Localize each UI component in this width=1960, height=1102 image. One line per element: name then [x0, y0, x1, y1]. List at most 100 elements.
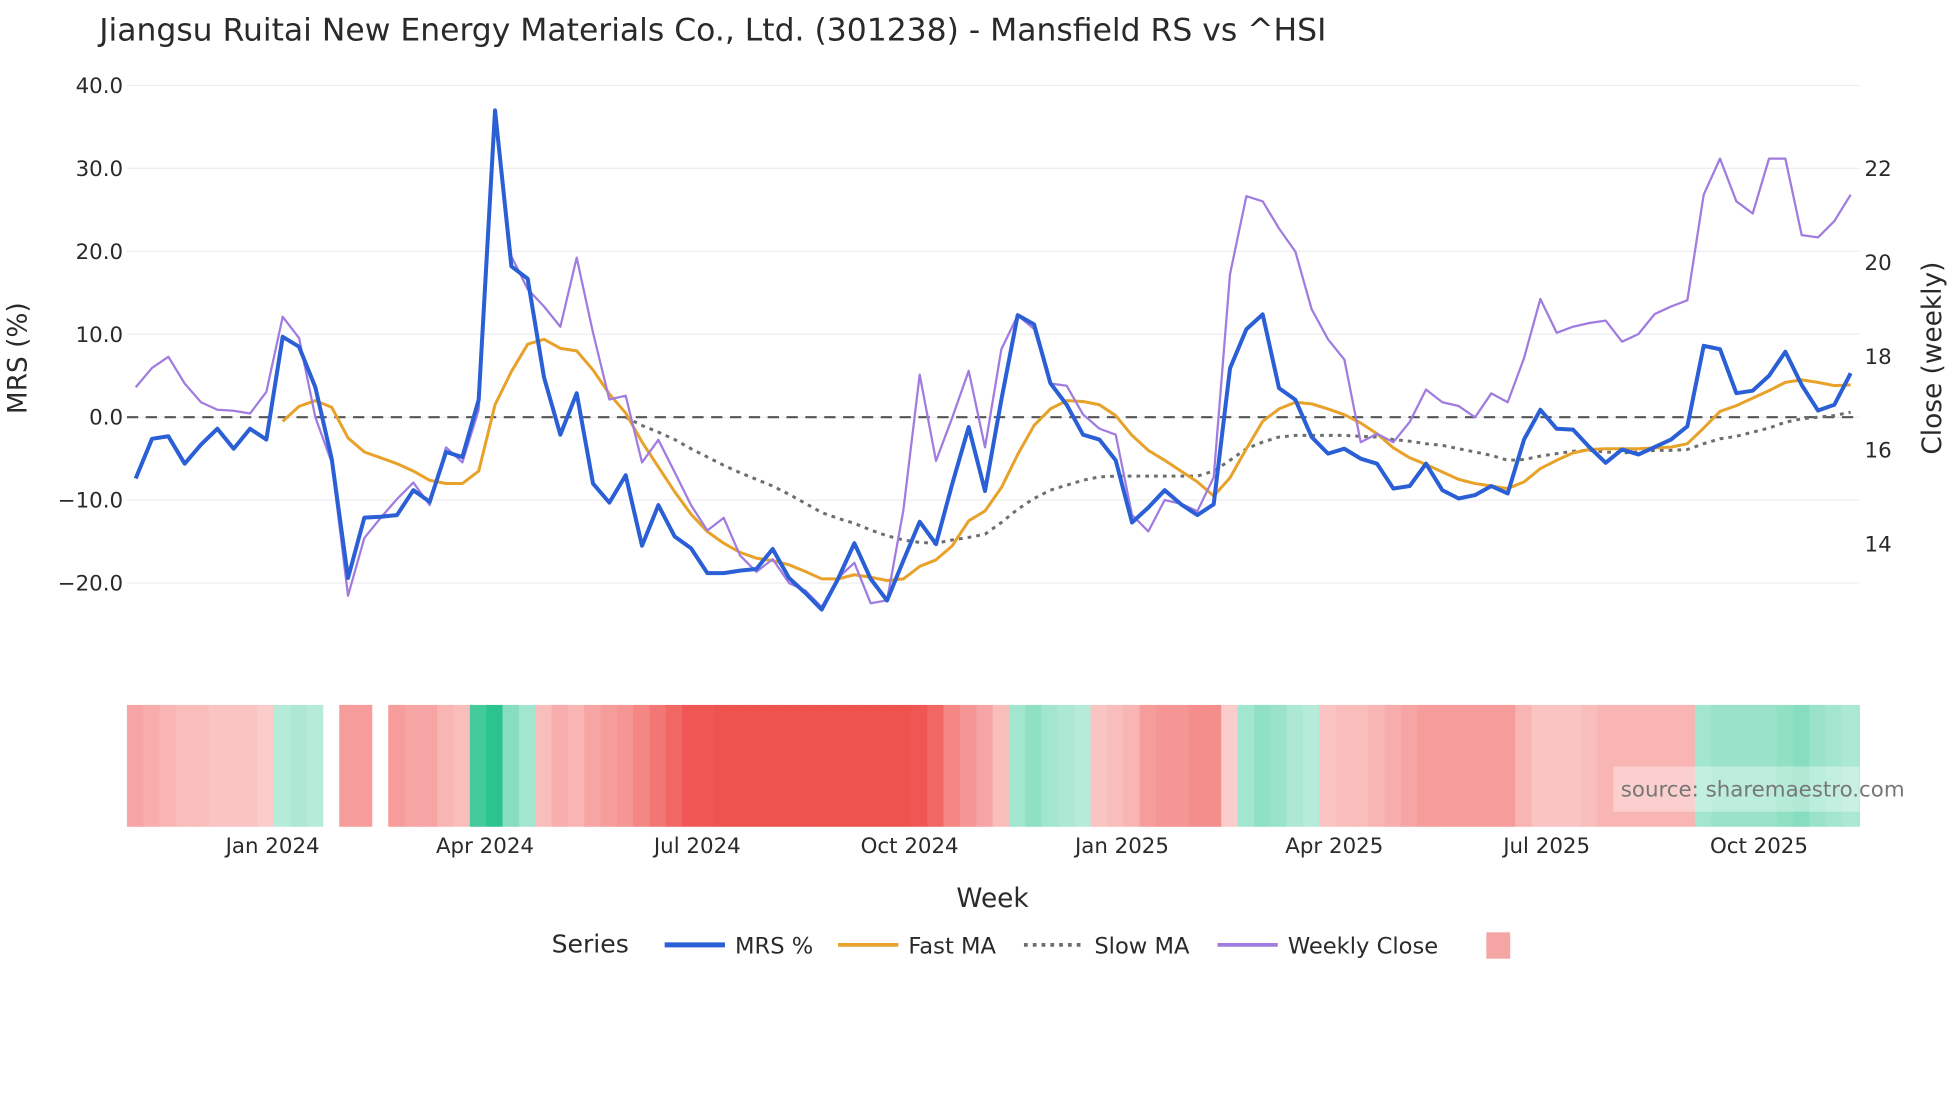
heatmap-cell: [829, 704, 846, 827]
y-tick-label: 30.0: [76, 157, 124, 182]
heatmap-cell: [1727, 704, 1745, 827]
y-tick-label: 40.0: [76, 74, 124, 99]
heatmap-cell: [1776, 704, 1794, 827]
heatmap-cell: [1515, 704, 1532, 827]
x-tick-label: Oct 2024: [861, 834, 959, 859]
heatmap-cell: [1123, 704, 1140, 827]
heatmap-cell: [943, 704, 961, 827]
heatmap-cell: [159, 704, 177, 827]
heatmap-cell: [1041, 704, 1059, 827]
grid-lines: [126, 84, 1860, 584]
heatmap-cell: [780, 704, 797, 827]
y-tick-label: 20.0: [76, 240, 124, 265]
heatmap-cell: [551, 704, 569, 827]
x-tick-label: Jan 2024: [224, 834, 320, 859]
legend-item-slow-ma[interactable]: Slow MA: [1023, 934, 1190, 960]
legend-label-mrs: MRS %: [735, 934, 813, 960]
legend-item-fast-ma[interactable]: Fast MA: [838, 934, 997, 960]
heatmap-cell: [273, 704, 291, 827]
heatmap-cell: [1711, 704, 1728, 827]
heatmap-cell: [1760, 704, 1777, 827]
heatmap-cell: [567, 704, 585, 827]
heatmap-cell: [861, 704, 879, 827]
heatmap-cell: [1253, 704, 1271, 827]
heatmap-cell: [1074, 704, 1091, 827]
heatmap-cell: [306, 704, 324, 827]
heatmap-cell: [1498, 704, 1516, 827]
heatmap-cell: [1743, 704, 1761, 827]
mrs-line: [133, 108, 1853, 612]
heatmap-cell: [1400, 704, 1418, 827]
legend-label-weekly-close: Weekly Close: [1288, 934, 1438, 960]
heatmap-cell: [1466, 704, 1483, 827]
heatmap-cell: [1564, 704, 1581, 827]
heatmap-cell: [1678, 704, 1696, 827]
x-tick-label: Jul 2025: [1501, 834, 1590, 859]
heatmap-cell: [241, 704, 258, 827]
heatmap-cell: [1351, 704, 1369, 827]
heatmap-cell: [1449, 704, 1467, 827]
heatmap-cell: [698, 704, 716, 827]
heatmap-cell: [518, 704, 536, 827]
heatmap-cell: [1645, 704, 1663, 827]
heatmap-cell: [1237, 704, 1255, 827]
y-tick-label: −20.0: [58, 572, 123, 597]
heatmap-cell: [388, 704, 405, 827]
x-tick-label: Jul 2024: [652, 834, 741, 859]
x-axis-ticks: Jan 2024 Apr 2024 Jul 2024 Oct 2024 Jan 2025…: [224, 834, 1808, 859]
heatmap-cell: [437, 704, 454, 827]
y2-tick-label: 20: [1865, 251, 1892, 276]
heatmap-cell: [192, 704, 209, 827]
heatmap-cell: [584, 704, 601, 827]
heatmap-cell: [1270, 704, 1287, 827]
heatmap-cell: [257, 704, 275, 827]
heatmap-cell: [992, 704, 1010, 827]
heatmap-cell: [1025, 704, 1042, 827]
source-watermark-bg: [1613, 766, 1860, 812]
heatmap-cell: [600, 704, 618, 827]
y-axis-label: MRS (%): [3, 302, 33, 414]
heatmap-cell: [486, 704, 503, 827]
series-lines: [133, 108, 1853, 612]
x-tick-label: Apr 2024: [436, 834, 534, 859]
legend-item-mrs[interactable]: MRS %: [664, 934, 814, 960]
y-tick-label: −10.0: [58, 489, 123, 514]
heatmap-cell: [616, 704, 634, 827]
x-axis-label: Week: [956, 884, 1029, 914]
heatmap-cell: [1531, 704, 1549, 827]
heatmap-cell: [420, 704, 438, 827]
heatmap-cell: [927, 704, 944, 827]
heatmap-cell: [208, 704, 226, 827]
legend: Series MRS % Fast MA Slow MA Weekly Clos…: [552, 929, 1511, 960]
heatmap-cell: [502, 704, 520, 827]
heatmap-cell: [1221, 704, 1238, 827]
heatmap-cell: [910, 704, 928, 827]
x-tick-label: Apr 2025: [1285, 834, 1383, 859]
y2-axis-label: Close (weekly): [1918, 262, 1948, 455]
heatmap-cell: [1825, 704, 1843, 827]
heatmap-cell: [1057, 704, 1075, 827]
heatmap-cell: [1433, 704, 1451, 827]
fast-ma-line: [281, 337, 1851, 583]
heatmap-cell: [1662, 704, 1679, 827]
heatmap-cell: [1106, 704, 1124, 827]
legend-label-fast-ma: Fast MA: [908, 934, 996, 960]
heatmap-cell: [1172, 704, 1189, 827]
heatmap-cell: [1613, 704, 1630, 827]
heatmap-cell: [1482, 704, 1500, 827]
heatmap-cell: [1090, 704, 1108, 827]
heatmap-cell: [1188, 704, 1206, 827]
weekly-close-line: [134, 111, 1852, 609]
heatmap-cell: [1368, 704, 1385, 827]
heatmap-cell: [878, 704, 895, 827]
legend-item-weekly-close[interactable]: Weekly Close: [1217, 934, 1438, 960]
heatmap-strip: [126, 704, 1860, 827]
heatmap-cell: [812, 704, 830, 827]
heatmap-cell: [1580, 704, 1598, 827]
legend-item-heatmap-swatch[interactable]: [1486, 932, 1511, 959]
heatmap-cell: [1286, 704, 1304, 827]
heatmap-cell: [535, 704, 552, 827]
heatmap-cell: [339, 704, 356, 827]
heatmap-cell: [1139, 704, 1157, 827]
heatmap-cell: [1204, 704, 1222, 827]
